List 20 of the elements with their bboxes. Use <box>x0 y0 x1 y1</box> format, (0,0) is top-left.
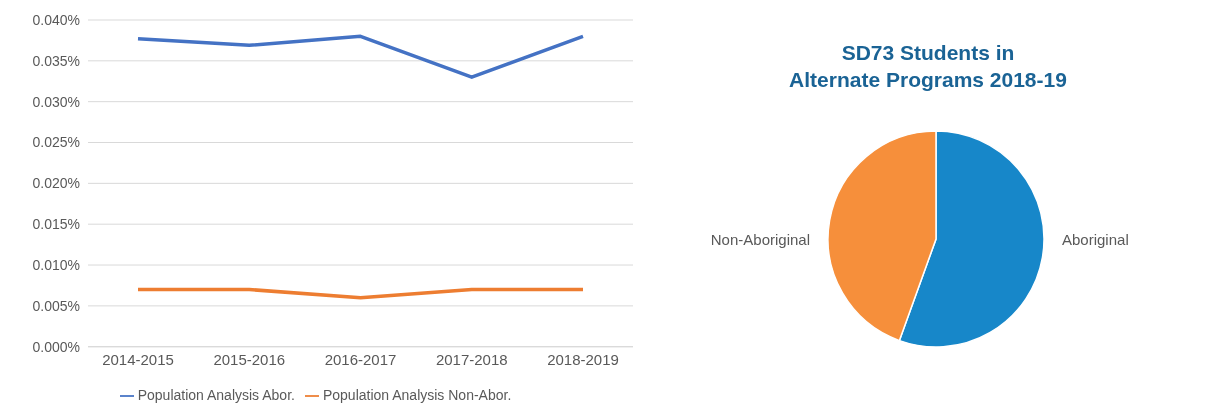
y-tick-label: 0.030% <box>32 93 80 110</box>
y-tick-label: 0.000% <box>32 338 80 355</box>
legend-label: Population Analysis Non-Abor. <box>322 386 512 403</box>
chart-title: SD73 Students in Alternate Programs 2018-19 <box>789 41 1067 91</box>
x-tick-label: 2015-2016 <box>213 351 286 369</box>
y-tick-label: 0.020% <box>32 175 80 192</box>
legend-label: Population Analysis Abor. <box>137 386 295 403</box>
y-tick-label: 0.005% <box>32 297 80 314</box>
slice-label: Non-Aboriginal <box>710 231 810 248</box>
y-tick-label: 0.040% <box>32 11 80 28</box>
y-tick-label: 0.010% <box>32 257 80 273</box>
y-tick-label: 0.025% <box>32 134 80 151</box>
x-tick-label: 2014-2015 <box>102 351 174 369</box>
line-series <box>136 34 585 79</box>
x-tick-label: 2018-2019 <box>547 351 619 369</box>
y-tick-label: 0.015% <box>32 216 80 233</box>
y-tick-label: 0.035% <box>32 52 80 69</box>
x-tick-label: 2017-2018 <box>435 351 508 369</box>
x-tick-label: 2016-2017 <box>324 351 397 369</box>
slice-label: Aboriginal <box>1062 231 1129 248</box>
